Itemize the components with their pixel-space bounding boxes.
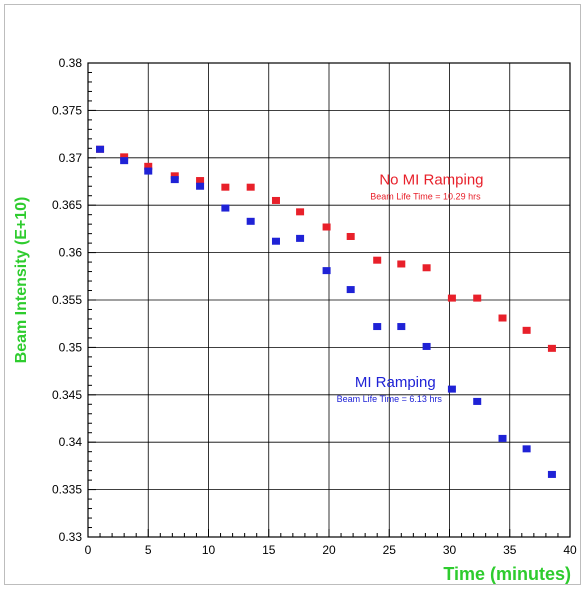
- data-point: [473, 397, 482, 405]
- y-tick-label: 0.38: [59, 56, 83, 70]
- y-tick-label: 0.33: [59, 530, 83, 544]
- data-point: [246, 183, 255, 191]
- data-point: [170, 172, 179, 180]
- data-point: [373, 256, 382, 264]
- y-axis-label: Beam Intensity (E+10): [13, 197, 30, 364]
- data-point: [120, 153, 129, 161]
- y-tick-label: 0.365: [52, 198, 82, 212]
- data-point: [196, 182, 205, 190]
- x-tick-label: 15: [262, 543, 276, 557]
- data-point: [473, 294, 482, 302]
- x-tick-label: 35: [503, 543, 517, 557]
- series-annotation-subtitle: Beam Life Time = 6.13 hrs: [337, 394, 443, 404]
- data-point: [547, 470, 556, 478]
- y-tick-label: 0.345: [52, 388, 82, 402]
- data-point: [346, 286, 355, 294]
- data-point: [120, 157, 129, 165]
- data-point: [373, 323, 382, 331]
- annotations: No MI Ramping Beam Life Time = 10.29 hrs M…: [337, 171, 484, 404]
- y-tick-label: 0.37: [59, 151, 83, 165]
- data-point: [296, 208, 305, 216]
- data-point: [271, 196, 280, 204]
- data-point: [271, 237, 280, 245]
- x-tick-label: 0: [85, 543, 92, 557]
- data-point: [447, 385, 456, 393]
- series-annotation-title: No MI Ramping: [379, 171, 483, 188]
- data-point: [221, 204, 230, 212]
- data-point: [96, 145, 105, 153]
- chart-frame: 0 5 10 15 20 25 30 35 40 0.33 0.335 0.34 0.345 0.35 0.…: [4, 4, 581, 585]
- axis-ticks: 0 5 10 15 20 25 30 35 40 0.33 0.335 0.34 0.345 0.35 0.…: [52, 56, 577, 557]
- data-point: [322, 223, 331, 231]
- y-tick-label: 0.355: [52, 293, 82, 307]
- x-axis-label: Time (minutes): [443, 564, 571, 584]
- y-tick-label: 0.35: [59, 340, 83, 354]
- y-tick-label: 0.335: [52, 483, 82, 497]
- data-point: [422, 342, 431, 350]
- data-point: [296, 234, 305, 242]
- series-points: [96, 145, 556, 478]
- data-point: [397, 323, 406, 331]
- data-point: [221, 183, 230, 191]
- grid: [87, 62, 571, 538]
- data-point: [246, 217, 255, 225]
- data-point: [498, 434, 507, 442]
- y-tick-label: 0.375: [52, 103, 82, 117]
- data-point: [322, 267, 331, 275]
- x-tick-label: 10: [202, 543, 216, 557]
- y-tick-label: 0.36: [59, 246, 83, 260]
- series-points: [96, 145, 556, 352]
- data-point: [547, 344, 556, 352]
- data-point: [144, 167, 153, 175]
- data-points: [96, 145, 556, 478]
- data-point: [422, 264, 431, 272]
- y-tick-label: 0.34: [59, 435, 83, 449]
- data-point: [522, 445, 531, 453]
- series-annotation-title: MI Ramping: [355, 374, 436, 391]
- data-point: [346, 232, 355, 240]
- data-point: [522, 326, 531, 334]
- data-point: [170, 176, 179, 184]
- data-point: [144, 162, 153, 170]
- data-point: [397, 260, 406, 268]
- x-tick-label: 5: [145, 543, 152, 557]
- series-annotation-subtitle: Beam Life Time = 10.29 hrs: [370, 191, 481, 201]
- data-point: [196, 177, 205, 185]
- x-tick-label: 30: [443, 543, 457, 557]
- x-tick-label: 40: [563, 543, 577, 557]
- scatter-chart: 0 5 10 15 20 25 30 35 40 0.33 0.335 0.34 0.345 0.35 0.…: [13, 56, 577, 584]
- x-tick-label: 25: [383, 543, 397, 557]
- x-tick-label: 20: [322, 543, 336, 557]
- data-point: [498, 314, 507, 322]
- data-point: [447, 294, 456, 302]
